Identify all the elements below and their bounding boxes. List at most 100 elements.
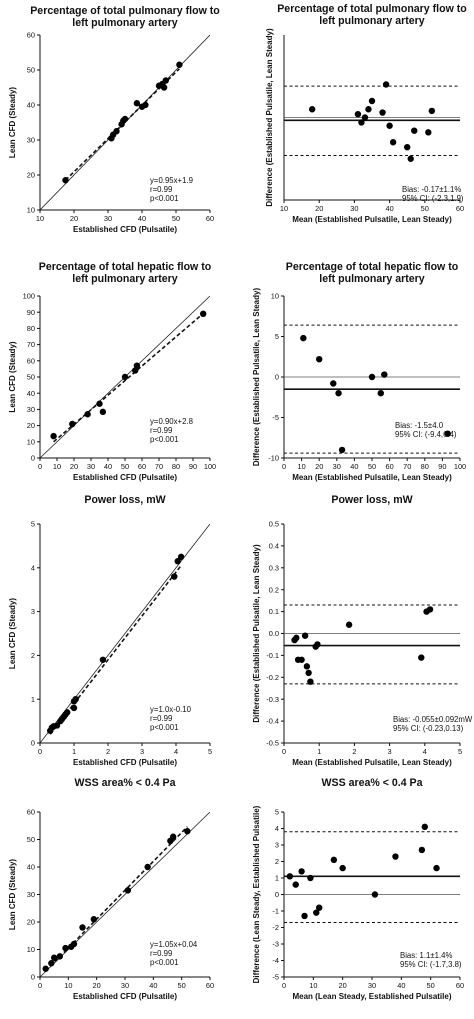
y-tick-label: 30 [27,405,35,414]
stats-annotation: Bias: -0.17±1.1% [402,185,461,194]
x-tick-label: 70 [155,462,163,471]
y-tick-label: 60 [27,31,35,40]
y-tick-label: 4 [31,563,35,572]
y-tick-label: 60 [27,808,35,817]
x-tick-label: 0 [282,462,286,471]
x-tick-label: 40 [350,462,358,471]
data-point [301,912,308,920]
x-tick-label: 10 [297,462,305,471]
data-point [63,709,71,716]
y-tick-label: 10 [27,206,35,215]
data-point [307,874,314,882]
data-point [176,61,183,68]
x-tick-label: 80 [172,462,180,471]
y-tick-label: 4 [275,824,279,833]
data-point [99,656,107,663]
x-tick-label: 20 [315,462,323,471]
data-point [298,656,305,663]
data-point [316,904,323,911]
data-point [42,965,49,972]
x-tick-label: 70 [403,462,411,471]
y-tick-label: 80 [27,324,35,333]
data-point [62,177,69,184]
data-point [426,606,434,613]
data-point [421,823,428,831]
data-point [433,864,440,872]
y-tick-label: 90 [27,308,35,317]
data-point [354,111,362,118]
data-point [389,139,397,146]
data-point [121,115,129,123]
x-tick-label: 50 [421,204,429,213]
data-point [50,954,58,961]
x-tick-label: 40 [149,981,157,990]
x-tick-label: 30 [350,204,358,213]
x-tick-label: 20 [339,981,347,990]
x-axis-label: Established CFD (Pulsatile) [73,473,177,482]
plot-area [284,324,460,454]
x-tick-label: 0 [38,462,42,471]
data-point [345,621,353,628]
chart-panel-2: Percentage of total pulmonary flow tolef… [265,3,467,224]
x-tick-label: 30 [121,981,129,990]
stats-annotation: 95% CI: (-0.23,0.13) [393,724,464,733]
x-tick-label: 60 [206,981,214,990]
x-tick-label: 50 [121,462,129,471]
data-point [314,641,321,648]
data-point [171,573,178,580]
data-point [160,84,168,91]
data-point [365,106,372,113]
x-tick-label: 40 [385,204,393,213]
y-tick-label: 0 [31,739,35,748]
data-point [177,553,185,561]
y-tick-label: 0.3 [269,563,279,572]
data-point [50,432,57,440]
x-tick-label: 10 [36,214,44,223]
chart-title: Power loss, mW [331,494,412,506]
x-tick-label: 10 [309,981,317,990]
data-point [411,127,418,134]
stats-annotation: r=0.99 [150,185,172,194]
data-point [418,846,426,854]
y-tick-label: 2 [275,857,279,866]
x-tick-label: 50 [172,214,180,223]
data-point [79,924,86,931]
chart-title: left pulmonary artery [319,273,424,285]
x-tick-label: 100 [454,462,466,471]
y-tick-label: -0.4 [266,717,279,726]
x-tick-label: 30 [104,214,112,223]
x-tick-label: 30 [333,462,341,471]
y-tick-label: 0 [275,373,279,382]
data-point [132,367,139,374]
data-point [96,400,103,407]
data-point [169,833,177,840]
data-point [62,944,69,952]
y-tick-label: -5 [272,973,279,982]
x-tick-label: 60 [456,981,464,990]
data-point [379,109,386,116]
x-axis-label: Established CFD (Pulsatile) [73,758,177,767]
data-point [361,114,369,121]
x-tick-label: 1 [317,747,321,756]
x-tick-label: 20 [70,462,78,471]
y-tick-label: -0.1 [266,651,279,660]
chart-title: WSS area% < 0.4 Pa [322,777,423,789]
data-point [162,77,169,84]
y-tick-label: 10 [27,437,35,446]
y-axis-label: Lean CFD (Steady) [8,341,17,412]
y-tick-label: 20 [27,918,35,927]
stats-annotation: Bias: -1.5±4.0 [395,421,444,430]
data-point [142,101,149,109]
y-tick-label: 5 [275,808,279,817]
data-point [293,634,300,642]
chart-panel-7: WSS area% < 0.4 Pa 0 10 20 30 40 50 60 0 10 20 30 40… [8,777,214,1001]
y-tick-label: 1 [275,874,279,883]
chart-title: WSS area% < 0.4 Pa [75,777,176,789]
y-axis-label: Lean CFD (Steady) [8,598,17,669]
y-tick-label: 5 [31,520,35,529]
x-tick-label: 2 [352,747,356,756]
regression-line [53,312,204,443]
x-tick-label: 20 [93,981,101,990]
y-tick-label: 20 [27,421,35,430]
chart-title: Percentage of total hepatic flow to [286,261,459,273]
